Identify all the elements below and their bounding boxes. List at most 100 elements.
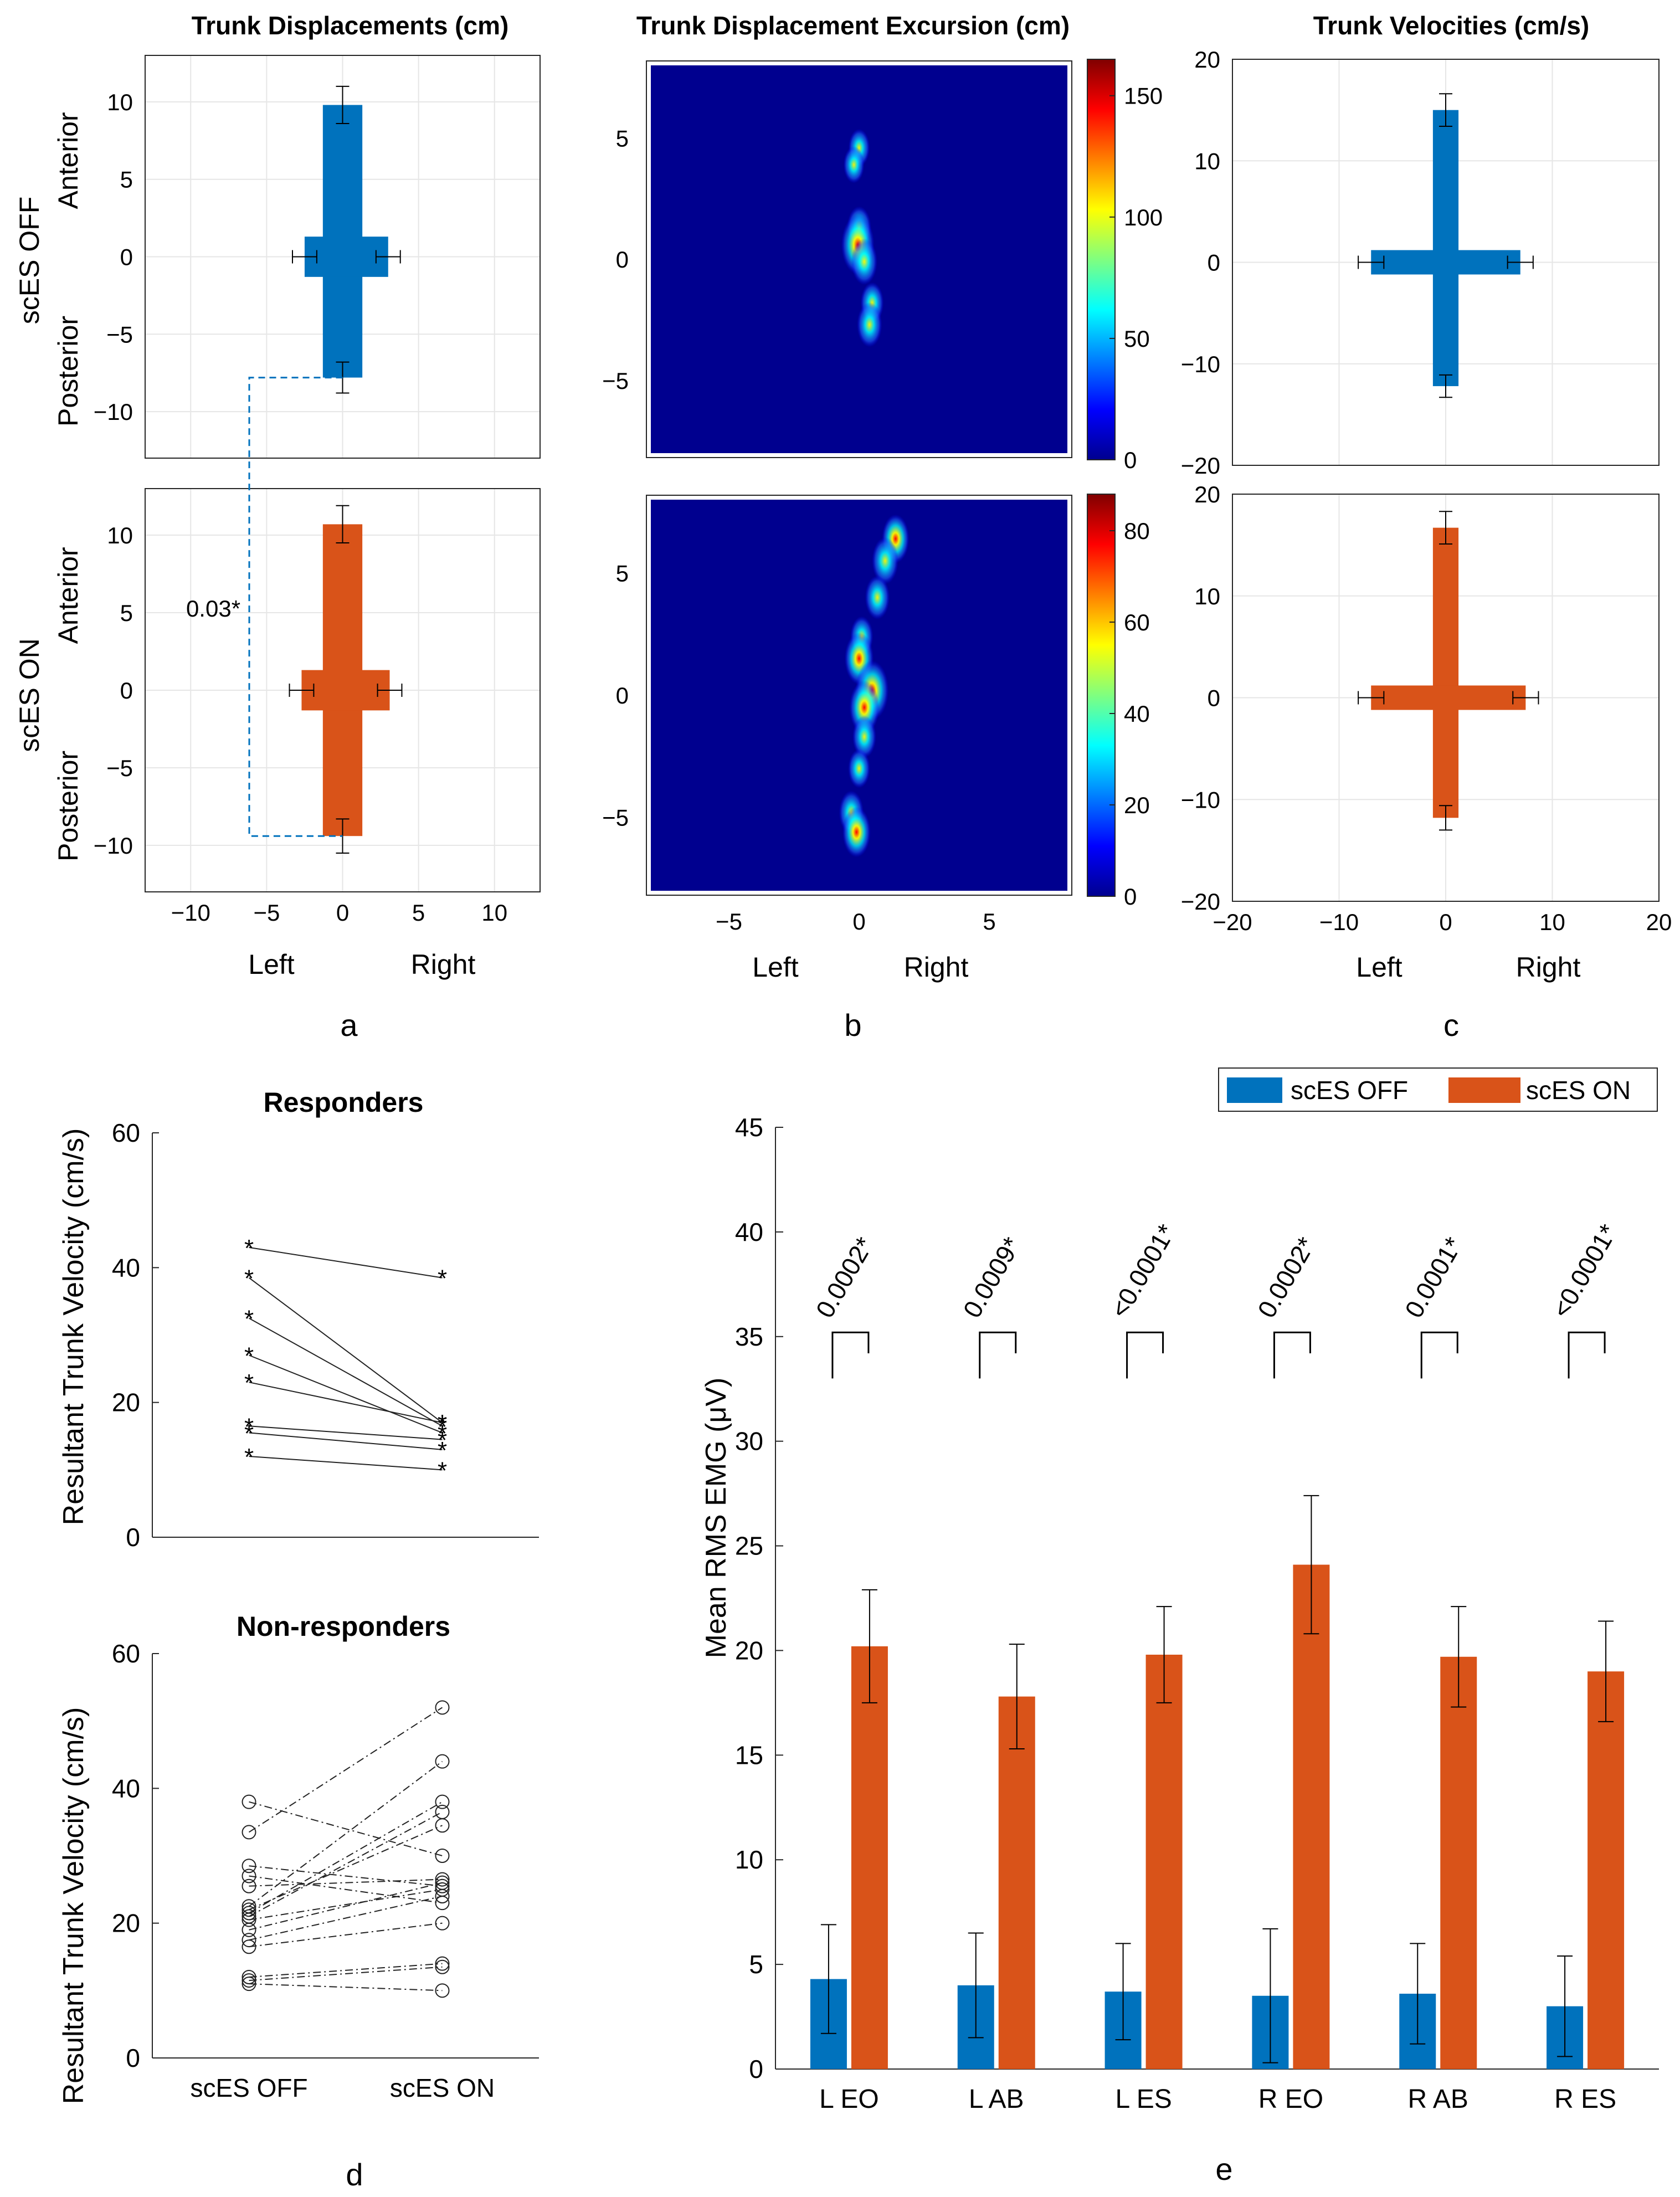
panel-d-letter: d — [346, 2157, 363, 2192]
panel-d-bottom-pair-line — [249, 1888, 443, 1921]
panel-a-labels: scES OFF Anterior Posterior scES ON Ante… — [14, 112, 475, 1043]
panel-d-top-star-marker: * — [244, 1235, 254, 1262]
panel-d-bottom-pair-line — [249, 1801, 443, 1856]
panel-d-bottom-pair-line — [249, 1875, 443, 1904]
panel-d-top-pair-line — [249, 1432, 443, 1450]
panel-d-title-bottom: Non-responders — [237, 1611, 450, 1642]
panel-d-bottom-ytick-label: 0 — [126, 2044, 140, 2072]
panel-e-bar-on — [1293, 1564, 1330, 2069]
panel-d-top-ytick-label: 40 — [112, 1253, 140, 1282]
panel-e-p-value-label: <0.0001* — [1547, 1219, 1623, 1323]
panel-c-top-anterior-bar — [1432, 110, 1459, 263]
panel-d-ylabel-top: Resultant Trunk Velocity (cm/s) — [58, 1128, 90, 1526]
panel-e-bar-on — [1145, 1655, 1183, 2069]
panel-e-p-value-label: 0.0002* — [1252, 1232, 1321, 1322]
panel-b-bottom-xtick-label: 5 — [983, 908, 995, 935]
panel-d-bottom-circle-marker — [435, 1959, 450, 1974]
panel-c-top-posterior-bar — [1432, 262, 1459, 387]
panel-c-top-ytick-label: −20 — [1181, 453, 1220, 479]
panel-b-bottom-colorbar-tick-label: 80 — [1124, 518, 1150, 544]
panel-a-bottom-ytick-label: −10 — [94, 833, 133, 859]
panel-d-bottom-circle-marker — [242, 1825, 256, 1840]
panel-d-bottom-pair-line — [249, 1983, 443, 1991]
panel-a-xlabel-right: Right — [411, 949, 476, 980]
panel-a-row1-anterior-label: Anterior — [53, 112, 84, 209]
panel-b-bottom-hotspot — [865, 575, 890, 620]
panel-a-bottom-ytick-label: 5 — [120, 600, 133, 626]
panel-e-ytick-label: 10 — [735, 1845, 763, 1874]
panel-c-top-ytick-label: −10 — [1181, 351, 1220, 377]
panel-e-xtick-label: L AB — [969, 2085, 1024, 2114]
panel-e-significance-bracket — [1273, 1331, 1311, 1379]
panel-a-title: Trunk Displacements (cm) — [192, 11, 509, 40]
panel-d-bottom-circle-marker — [435, 1956, 450, 1971]
panel-d-bottom-circle-marker — [435, 1889, 450, 1903]
panel-c-bottom-xtick-label: −20 — [1213, 909, 1252, 935]
panel-b-bottom-colorbar-tick-label: 20 — [1124, 792, 1150, 818]
panel-c-letter: c — [1443, 1008, 1459, 1043]
panel-e-xtick-label: R ES — [1554, 2085, 1616, 2114]
panel-e-p-value-label: <0.0001* — [1104, 1219, 1181, 1323]
panel-d: Responders Non-responders Resultant Trun… — [58, 1087, 539, 2192]
panel-a-bottom-plot: −10 −5 0 5 10 10 5 0 −5 −10 — [94, 377, 541, 926]
panel-b-top-hotspot — [851, 238, 878, 285]
panel-a-top-posterior-bar — [322, 256, 363, 378]
panel-a-top-plot: 10 5 0 −5 −10 — [94, 55, 541, 459]
panel-d-bottom-pair-line — [248, 1760, 443, 1907]
panel-d-bottom-pair-line — [249, 1882, 443, 1931]
panel-d-bottom-circle-marker — [242, 1939, 256, 1954]
panel-e: scES OFF scES ON Mean RMS EMG (μV) 45 40 3… — [700, 1067, 1659, 2186]
panel-d-top-star-marker: * — [244, 1413, 254, 1440]
panel-e-significance-bracket — [1420, 1331, 1458, 1379]
panel-e-ytick-label: 15 — [735, 1741, 763, 1769]
panel-a-top-axes-box — [145, 55, 541, 459]
panel-c-title: Trunk Velocities (cm/s) — [1313, 11, 1590, 40]
panel-d-top-star-marker: * — [244, 1369, 254, 1397]
panel-d-bottom-circle-marker — [242, 1878, 256, 1893]
panel-c-top-plot: 20 10 0 −10 −20 — [1181, 47, 1660, 479]
panel-b-letter: b — [844, 1008, 861, 1043]
panel-a-bottom-posterior-bar — [322, 690, 363, 836]
panel-a-top-ytick-label: 5 — [120, 167, 133, 193]
panel-e-ytick-label: 40 — [735, 1218, 763, 1246]
panel-a-bottom-ytick-label: 0 — [120, 677, 133, 704]
panel-a-significance-label: 0.03* — [186, 596, 240, 622]
panel-b-bottom-colorbar-tick-label: 40 — [1124, 701, 1150, 727]
panel-b-top-hotspot — [857, 302, 882, 347]
panel-d-top-star-marker: * — [438, 1420, 447, 1447]
panel-d-bottom-pair-line — [249, 1966, 443, 1982]
panel-c-bottom-ytick-label: −10 — [1181, 787, 1220, 813]
panel-c-bottom-xtick-label: −10 — [1319, 909, 1359, 935]
panel-c-bottom-xtick-label: 10 — [1539, 909, 1565, 935]
panel-e-p-value-label: 0.0002* — [810, 1232, 879, 1322]
panel-a: Trunk Displacements (cm) 10 5 0 −5 −10 −10 −5… — [14, 11, 541, 1043]
panel-d-bottom-pair-line — [249, 1811, 443, 1917]
panel-b-top-colorbar — [1087, 59, 1116, 460]
panel-d-bottom-pair-line — [249, 1865, 443, 1887]
panel-b-bottom-colorbar-tick-label: 0 — [1124, 884, 1137, 910]
panel-d-top-star-marker: * — [244, 1343, 254, 1370]
panel-d-top-pair-line — [248, 1277, 443, 1423]
panel-a-xlabel-left: Left — [248, 949, 295, 980]
panel-d-bottom-pair-line — [249, 1801, 443, 1914]
panel-e-xtick-label: L ES — [1115, 2085, 1172, 2114]
panel-a-bottom-anterior-bar — [322, 524, 363, 690]
panel-e-significance-bracket — [979, 1331, 1017, 1379]
panel-d-bottom-pair-line — [248, 1707, 443, 1833]
panel-b-top-colorbar-tick-label: 0 — [1124, 447, 1137, 473]
panel-c-bottom-ytick-label: −20 — [1181, 889, 1220, 915]
panel-e-significance-bracket — [1568, 1331, 1606, 1379]
panel-d-top-star-marker: * — [244, 1420, 254, 1447]
panel-e-bar-on — [1587, 1671, 1625, 2069]
panel-c-bottom-ytick-label: 10 — [1194, 583, 1220, 609]
panel-a-bottom-xtick-label: −5 — [253, 900, 280, 926]
panel-b-bottom-hotspot — [852, 715, 876, 758]
panel-d-bottom-circle-marker — [435, 1804, 450, 1819]
panel-a-top-ytick-label: −5 — [106, 321, 133, 347]
panel-c-bottom-axes-box — [1232, 494, 1660, 902]
panel-b-top-colorbar-tick-label: 150 — [1124, 83, 1163, 109]
panel-d-top-star-marker: * — [438, 1437, 447, 1464]
panel-d-bottom-plot: 60 40 20 0 scES OFF scES ON — [112, 1639, 539, 2102]
panel-a-row2-group-label: scES ON — [14, 638, 45, 752]
panel-d-bottom-circle-marker — [435, 1754, 450, 1769]
